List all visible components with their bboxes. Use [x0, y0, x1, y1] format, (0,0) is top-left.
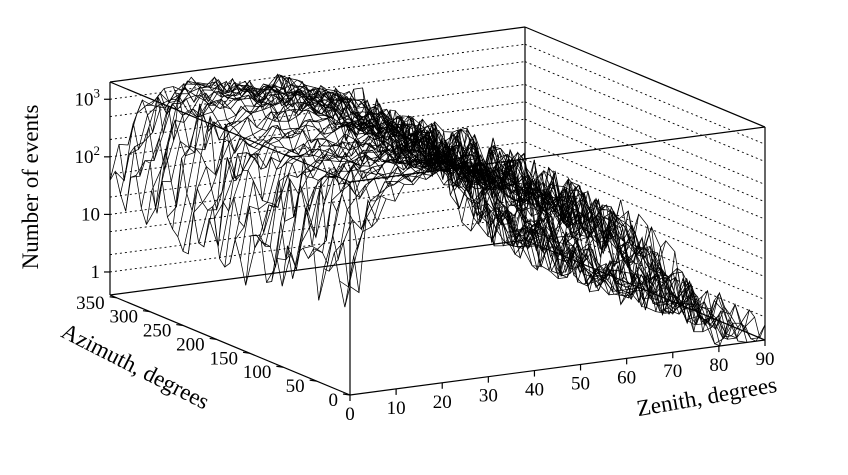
right-top-edge [524, 26, 766, 128]
mesh-zenith-line [146, 103, 387, 202]
mesh-zenith-line [118, 144, 360, 293]
side-wall-gridline [524, 141, 766, 243]
azimuth-tick-mark [142, 310, 151, 313]
zenith-tick-label: 50 [571, 373, 590, 394]
mesh-zenith-line [398, 121, 640, 245]
z-tick-label: 10 [81, 204, 100, 225]
zenith-tick-label: 60 [617, 367, 636, 388]
azimuth-tick-label: 200 [176, 334, 205, 355]
azimuth-tick-label: 350 [76, 293, 105, 314]
back-bottom-edge [109, 239, 526, 296]
zenith-tick-label: 40 [525, 380, 544, 401]
z-axis-title: Number of events [18, 105, 43, 270]
mesh-zenith-line [434, 145, 676, 296]
mesh-zenith-line [461, 188, 703, 326]
zenith-tick-label: 90 [756, 349, 775, 370]
mesh-zenith-line [172, 83, 414, 185]
front-frame [109, 81, 766, 396]
z-tick-exponent: 2 [94, 143, 101, 158]
z-tick-label: 102 [75, 143, 101, 168]
surface-mesh [109, 73, 766, 347]
side-wall-gridline [524, 61, 766, 163]
mesh-zenith-line [380, 111, 622, 246]
z-tick-label: 103 [75, 85, 101, 110]
side-wall-gridline [524, 118, 766, 220]
mesh-zenith-line [163, 87, 405, 187]
front-top-edge [349, 126, 766, 183]
zenith-tick-label: 70 [663, 361, 682, 382]
azimuth-tick-mark [209, 337, 217, 341]
z-tick-label: 1 [91, 262, 101, 283]
back-frame [109, 26, 766, 341]
mesh-zenith-line [200, 80, 441, 175]
azimuth-tick-mark [276, 365, 284, 368]
mesh-zenith-line [389, 115, 631, 244]
side-wall-gridline [524, 176, 766, 278]
azimuth-axis-title: Azimuth, degrees [57, 318, 213, 414]
mesh-zenith-line [154, 92, 396, 202]
mesh-zenith-line [371, 98, 612, 239]
azimuth-tick-mark [242, 351, 251, 354]
mesh-zenith-line [524, 216, 766, 340]
side-wall-gridline [524, 84, 766, 185]
azimuth-tick-label: 150 [210, 348, 239, 369]
mesh-zenith-line [190, 77, 432, 181]
azimuth-tick-label: 300 [110, 307, 139, 328]
azimuth-tick-mark [309, 379, 317, 382]
mesh-azimuth-line [344, 165, 760, 345]
mesh-zenith-line [416, 130, 658, 272]
mesh-zenith-line [470, 189, 712, 326]
mesh-zenith-line [506, 209, 748, 343]
side-wall-gridline [524, 101, 766, 203]
azimuth-tick-label: 50 [286, 376, 305, 397]
azimuth-tick-label: 250 [143, 321, 172, 342]
z-axis-ticks: 1 10 102 103 [75, 85, 110, 283]
mesh-zenith-line [344, 106, 585, 227]
azimuth-tick-mark [176, 323, 184, 327]
front-left-top-edge [109, 81, 351, 183]
zenith-tick-label: 0 [345, 404, 355, 425]
z-tick-exponent: 3 [94, 85, 101, 100]
mesh-zenith-line [109, 170, 351, 308]
side-wall-gridline [524, 43, 766, 145]
zenith-tick-label: 10 [387, 398, 406, 419]
azimuth-tick-mark [109, 296, 117, 299]
zenith-tick-label: 30 [479, 386, 498, 407]
mesh-zenith-line [127, 119, 369, 250]
zenith-axis-title: Zenith, degrees [635, 372, 779, 421]
azimuth-tick-mark [342, 393, 351, 396]
zenith-tick-label: 80 [709, 355, 728, 376]
back-wall-gridline [109, 216, 526, 273]
azimuth-tick-label: 100 [243, 362, 272, 383]
side-wall-gridline [524, 158, 766, 260]
azimuth-tick-label: 0 [329, 390, 339, 411]
mesh-zenith-line [245, 81, 486, 181]
zenith-axis-ticks: 0 10 20 30 40 50 60 70 80 90 [345, 340, 775, 425]
zenith-tick-label: 20 [433, 392, 452, 413]
zenith-axis-line [349, 339, 766, 396]
mesh-zenith-line [497, 220, 739, 342]
back-top-edge [109, 26, 526, 83]
